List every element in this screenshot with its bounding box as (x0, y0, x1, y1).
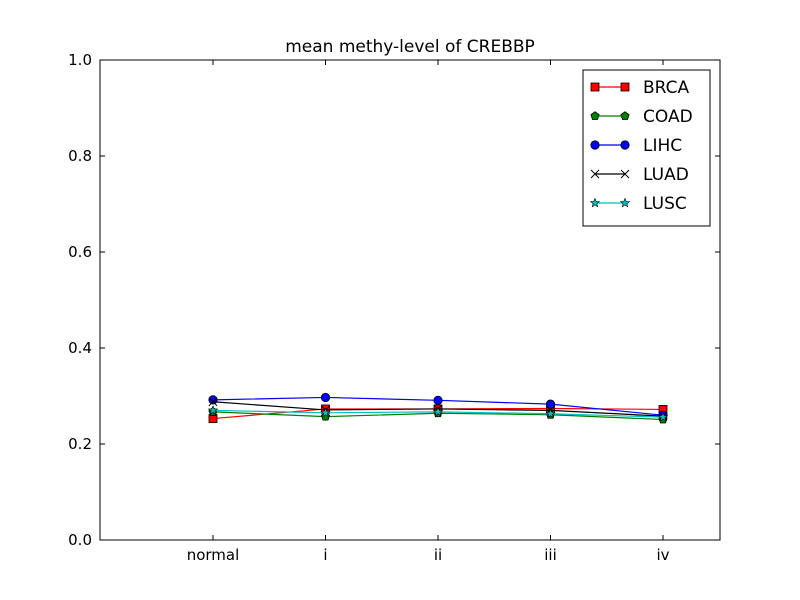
legend-label: COAD (643, 107, 693, 127)
data-point-luad-normal (208, 397, 218, 407)
y-axis: 0.0 0.2 0.4 0.6 0.8 1.0 (68, 51, 720, 549)
data-point-lihc-normal (208, 395, 218, 405)
legend-marker-end (619, 197, 631, 208)
data-point-brca-normal (208, 414, 218, 423)
legend-item-brca: BRCA (590, 78, 689, 98)
legend-label: LUAD (643, 165, 689, 185)
legend-marker-start (590, 169, 600, 179)
x-axis: normal i ii iii iv (187, 60, 670, 564)
y-tick-label: 1.0 (68, 51, 92, 69)
data-point-lihc-i (320, 392, 331, 403)
data-point-lusc-normal (207, 404, 219, 415)
x-tick-label: iii (544, 546, 557, 564)
series-lusc (207, 404, 669, 422)
legend-marker-start (590, 82, 600, 92)
legend-marker-end (620, 82, 630, 92)
legend: BRCA COAD LIHC LUAD LUSC (582, 69, 711, 227)
legend-marker-start (589, 197, 601, 208)
legend-marker-end (620, 169, 630, 179)
x-tick-label: normal (187, 546, 240, 564)
legend-label: LIHC (643, 136, 682, 156)
legend-marker-end (620, 111, 630, 120)
legend-item-lusc: LUSC (589, 194, 687, 214)
y-tick-label: 0.2 (68, 435, 92, 453)
x-tick-label: ii (434, 546, 442, 564)
x-tick-label: iv (656, 546, 669, 564)
legend-marker-start (590, 140, 600, 150)
data-point-lusc-iv (657, 411, 669, 422)
data-point-lusc-i (320, 407, 331, 418)
legend-marker-end (620, 140, 630, 150)
y-tick-label: 0.4 (68, 339, 92, 357)
legend-box (582, 69, 711, 227)
legend-item-coad: COAD (590, 107, 693, 127)
y-tick-label: 0.6 (68, 243, 92, 261)
y-tick-label: 0.0 (68, 531, 92, 549)
legend-item-lihc: LIHC (590, 136, 682, 156)
legend-label: BRCA (643, 78, 689, 98)
legend-item-luad: LUAD (590, 165, 689, 185)
data-point-lihc-ii (433, 395, 443, 405)
legend-marker-start (590, 111, 600, 120)
chart-title: mean methy-level of CREBBP (285, 37, 535, 57)
y-tick-label: 0.8 (68, 147, 92, 165)
x-tick-label: i (323, 546, 327, 564)
plot-frame (99, 59, 721, 541)
data-point-lusc-ii (432, 406, 444, 417)
data-point-lusc-iii (545, 408, 556, 419)
legend-label: LUSC (643, 194, 687, 214)
